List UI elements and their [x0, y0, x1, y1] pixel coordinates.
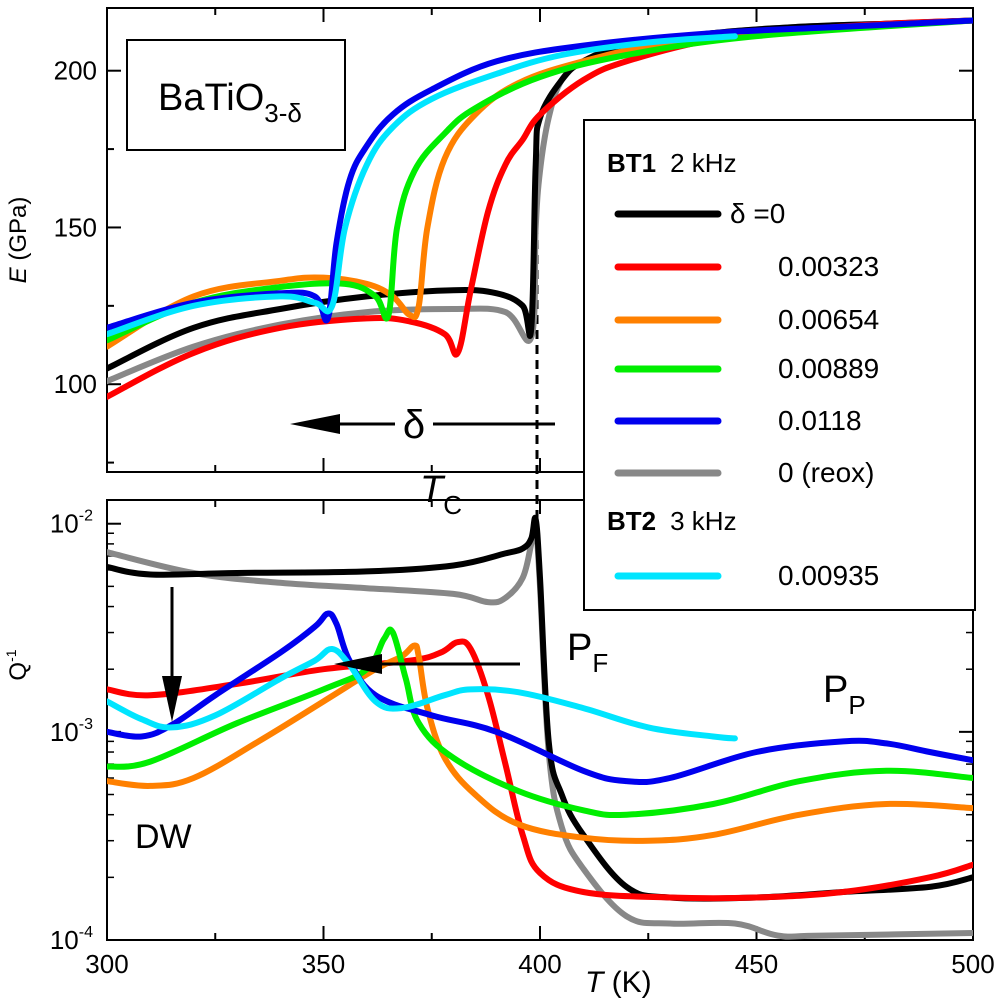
modulus-series-group	[107, 17, 973, 400]
delta-arrow-head	[290, 414, 340, 434]
loss-series-s4	[107, 610, 973, 786]
x-tick-label: 400	[518, 949, 561, 979]
modulus-y-axis-label: E (GPa)	[5, 197, 32, 284]
compound-box	[126, 39, 346, 151]
loss-series-s2	[107, 642, 973, 844]
loss-series-s6	[107, 645, 738, 742]
modulus-series-s4	[107, 17, 973, 331]
legend-group2-title: BT2 3 kHz	[607, 506, 737, 536]
loss-y-axis-label: Q-1	[3, 649, 32, 680]
x-tick-label: 500	[951, 949, 994, 979]
legend-label-s3: 0.00889	[778, 353, 879, 384]
x-tick-label: 350	[302, 949, 345, 979]
loss-y-tick-label: 10-4	[50, 924, 93, 955]
legend-box	[583, 119, 976, 611]
pf-label: PF	[567, 627, 608, 678]
x-axis-label: T (K)	[585, 966, 652, 999]
legend-label-s2: 0.00654	[778, 304, 879, 335]
legend-label-s4: 0.0118	[778, 405, 862, 436]
pf-arrow-head	[334, 654, 382, 674]
modulus-series-s6	[107, 33, 738, 338]
compound-label: BaTiO3-δ	[158, 77, 302, 128]
dw-arrow-head	[162, 676, 182, 722]
loss-series-s1	[107, 638, 973, 902]
modulus-series-s3	[107, 17, 973, 344]
modulus-y-tick-label: 100	[54, 369, 97, 399]
delta-label-bg	[395, 398, 433, 446]
loss-series-group	[107, 514, 973, 940]
legend-group1-title: BT1 2 kHz	[607, 148, 737, 178]
dw-label: DW	[135, 818, 192, 856]
legend-label-s0: δ =0	[730, 198, 785, 229]
delta-label: δ	[403, 403, 425, 447]
legend-label-s6: 0.00935	[778, 560, 879, 591]
pp-label: PP	[823, 669, 866, 720]
legend-label-s5: 0 (reox)	[778, 457, 874, 488]
legend-label-s1: 0.00323	[778, 251, 879, 282]
x-tick-label: 300	[85, 949, 128, 979]
x-tick-label: 450	[735, 949, 778, 979]
modulus-y-tick-label: 150	[54, 212, 97, 242]
loss-series-s3	[107, 626, 973, 819]
loss-y-tick-label: 10-3	[50, 716, 93, 747]
legend-entries: δ =0 0.00323 0.00654 0.00889 0.0118 0 (reox) 0…	[614, 198, 879, 591]
loss-y-tick-label: 10-2	[50, 508, 93, 539]
tc-label: TC	[420, 469, 462, 520]
modulus-y-tick-label: 200	[54, 56, 97, 86]
legend: BT1 2 kHz BT2 3 kHz δ =0 0.00323 0.00654 0.00…	[583, 119, 976, 611]
